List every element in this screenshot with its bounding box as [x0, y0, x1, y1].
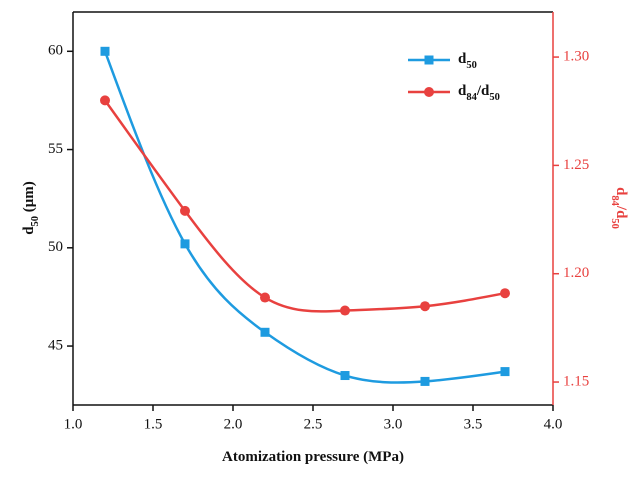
- marker: [180, 239, 190, 249]
- x-tick-label: 3.5: [464, 416, 483, 432]
- legend-marker: [424, 55, 434, 65]
- x-tick-label: 3.0: [384, 416, 403, 432]
- x-tick-label: 4.0: [544, 416, 563, 432]
- y-tick-label: 55: [48, 141, 63, 157]
- legend-marker: [424, 87, 434, 97]
- legend-label: d84/d50: [458, 83, 500, 102]
- marker: [100, 95, 110, 106]
- y2-tick-label: 1.15: [563, 373, 589, 389]
- marker: [420, 376, 430, 386]
- marker: [340, 305, 350, 316]
- y2-tick-label: 1.30: [563, 49, 589, 65]
- marker: [260, 327, 270, 337]
- y2-tick-label: 1.20: [563, 265, 589, 281]
- x-tick-label: 1.0: [64, 416, 83, 432]
- x-tick-label: 2.5: [304, 416, 323, 432]
- y-axis-label: d50 (μm): [21, 181, 40, 235]
- legend-label: d50: [458, 51, 477, 70]
- y2-tick-label: 1.25: [563, 157, 589, 173]
- y2-axis-label: d84/d50: [609, 187, 628, 229]
- y-tick-label: 50: [48, 239, 63, 255]
- marker: [260, 292, 270, 303]
- y-tick-label: 60: [48, 43, 63, 59]
- marker: [180, 205, 190, 216]
- x-axis-label: Atomization pressure (MPa): [222, 449, 404, 465]
- y-tick-label: 45: [48, 337, 63, 353]
- marker: [340, 371, 350, 381]
- marker: [420, 301, 430, 312]
- marker: [500, 288, 510, 299]
- marker: [100, 46, 110, 56]
- x-tick-label: 2.0: [224, 416, 243, 432]
- marker: [500, 367, 510, 377]
- series-line: [103, 99, 506, 313]
- x-tick-label: 1.5: [144, 416, 163, 432]
